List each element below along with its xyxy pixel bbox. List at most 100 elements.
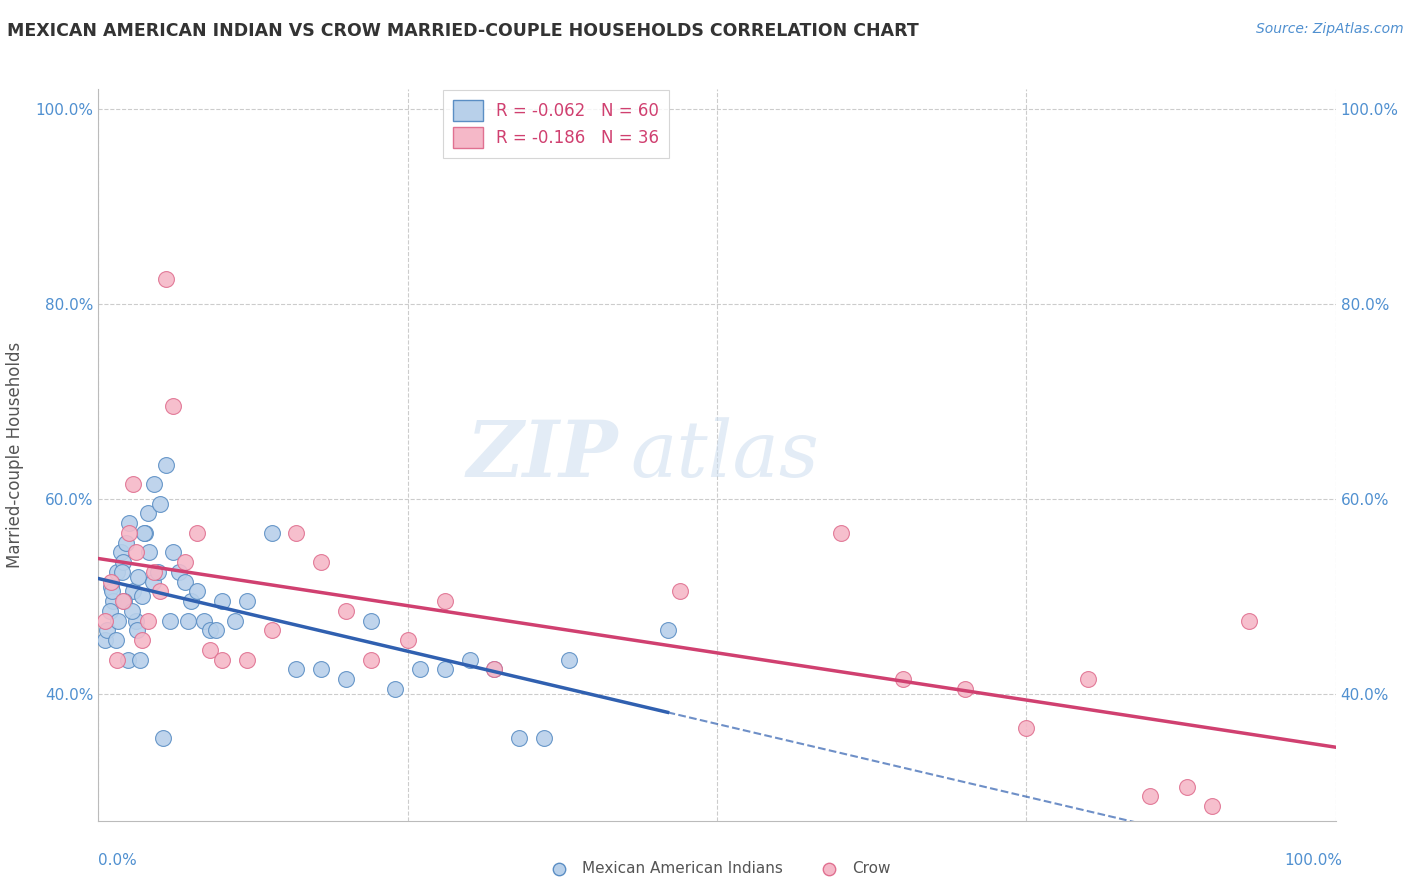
- Point: [105, 565, 128, 579]
- Point: [830, 525, 852, 540]
- Point: [117, 653, 139, 667]
- Point: [891, 672, 914, 686]
- Point: [118, 525, 141, 540]
- Point: [155, 458, 177, 472]
- Point: [1237, 614, 1260, 628]
- Point: [484, 663, 506, 677]
- Point: [1139, 789, 1161, 804]
- Point: [236, 653, 259, 667]
- Point: [174, 555, 197, 569]
- Point: [143, 477, 166, 491]
- Point: [211, 653, 233, 667]
- Point: [146, 565, 169, 579]
- Point: [107, 614, 129, 628]
- Point: [433, 594, 456, 608]
- Point: [309, 555, 332, 569]
- Point: [174, 574, 197, 589]
- Point: [112, 594, 135, 608]
- Point: [484, 663, 506, 677]
- Text: 0.0%: 0.0%: [98, 854, 138, 868]
- Point: [103, 594, 125, 608]
- Point: [557, 653, 579, 667]
- Point: [657, 624, 679, 638]
- Point: [134, 525, 156, 540]
- Point: [121, 604, 143, 618]
- Point: [134, 525, 156, 540]
- Point: [335, 604, 357, 618]
- Point: [114, 535, 136, 549]
- Point: [129, 653, 152, 667]
- Point: [162, 399, 184, 413]
- Point: [93, 614, 115, 628]
- Point: [125, 624, 148, 638]
- Point: [205, 624, 228, 638]
- Point: [100, 580, 122, 594]
- Point: [285, 525, 308, 540]
- Point: [100, 574, 122, 589]
- Point: [136, 507, 159, 521]
- Point: [669, 584, 692, 599]
- Point: [131, 590, 153, 604]
- Point: [433, 663, 456, 677]
- Point: [180, 594, 202, 608]
- Point: [1201, 799, 1223, 814]
- Point: [143, 565, 166, 579]
- Point: [162, 545, 184, 559]
- Point: [360, 614, 382, 628]
- Point: [335, 672, 357, 686]
- Text: atlas: atlas: [630, 417, 820, 493]
- Point: [124, 614, 146, 628]
- Legend: Mexican American Indians, Crow: Mexican American Indians, Crow: [537, 855, 897, 882]
- Point: [122, 477, 145, 491]
- Text: Source: ZipAtlas.com: Source: ZipAtlas.com: [1256, 22, 1403, 37]
- Text: ZIP: ZIP: [467, 417, 619, 493]
- Point: [396, 633, 419, 648]
- Point: [127, 570, 149, 584]
- Point: [122, 584, 145, 599]
- Point: [152, 731, 174, 745]
- Point: [101, 584, 124, 599]
- Point: [105, 653, 128, 667]
- Point: [136, 614, 159, 628]
- Point: [533, 731, 555, 745]
- Point: [93, 633, 115, 648]
- Point: [1015, 721, 1038, 735]
- Point: [508, 731, 530, 745]
- Point: [131, 633, 153, 648]
- Point: [198, 624, 221, 638]
- Point: [104, 633, 127, 648]
- Point: [155, 272, 177, 286]
- Point: [111, 565, 134, 579]
- Point: [176, 614, 198, 628]
- Point: [360, 653, 382, 667]
- Point: [236, 594, 259, 608]
- Text: 100.0%: 100.0%: [1285, 854, 1343, 868]
- Point: [384, 681, 406, 696]
- Point: [186, 525, 208, 540]
- Point: [112, 555, 135, 569]
- Point: [138, 545, 160, 559]
- Point: [149, 584, 172, 599]
- Point: [96, 624, 118, 638]
- Point: [211, 594, 233, 608]
- Point: [149, 497, 172, 511]
- Point: [112, 594, 135, 608]
- Point: [193, 614, 215, 628]
- Point: [186, 584, 208, 599]
- Point: [458, 653, 481, 667]
- Point: [953, 681, 976, 696]
- Point: [142, 574, 165, 589]
- Point: [224, 614, 246, 628]
- Point: [98, 604, 121, 618]
- Point: [118, 516, 141, 531]
- Point: [409, 663, 432, 677]
- Point: [110, 545, 132, 559]
- Point: [159, 614, 181, 628]
- Point: [124, 545, 146, 559]
- Point: [1175, 780, 1198, 794]
- Point: [260, 525, 283, 540]
- Point: [167, 565, 190, 579]
- Point: [260, 624, 283, 638]
- Point: [285, 663, 308, 677]
- Y-axis label: Married-couple Households: Married-couple Households: [7, 342, 24, 568]
